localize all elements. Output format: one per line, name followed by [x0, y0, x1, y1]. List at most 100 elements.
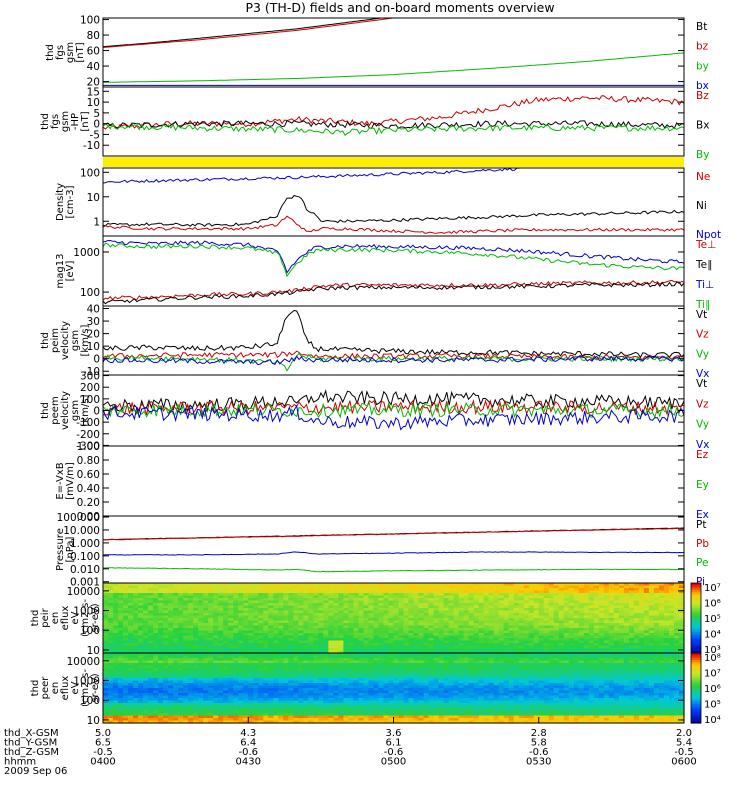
y-tick-label: 5 [93, 108, 100, 120]
ephemeris-value: -0.5 [93, 747, 113, 758]
panel-frame-pressure [102, 515, 685, 584]
y-axis-label: thd [45, 44, 56, 61]
ephemeris-value: 5.8 [531, 738, 547, 749]
series-line-density-2 [102, 215, 685, 234]
colorbar-tick-label: 10⁵ [704, 614, 721, 625]
legend-label: Vz [696, 329, 709, 341]
ephemeris-row-label: hhmm [4, 757, 36, 768]
y-axis-label: en [50, 612, 61, 625]
y-axis-label: peir [40, 607, 51, 627]
y-axis-label: gsm [70, 330, 81, 351]
ephemeris-value: 5.4 [676, 738, 692, 749]
y-axis-label: [nT] [75, 42, 86, 62]
ephemeris-value: 6.4 [240, 738, 256, 749]
legend-label: Ti∥ [695, 299, 710, 311]
y-tick-label: 40 [87, 61, 100, 73]
legend-label: Ti⊥ [695, 279, 714, 291]
y-tick-label: 20 [87, 77, 100, 89]
y-axis-label: sr-eV) [90, 603, 101, 632]
series-line-pressure-3 [102, 567, 685, 573]
ephemeris-value: -0.5 [674, 747, 694, 758]
y-axis-label: velocity [60, 391, 71, 430]
y-axis-label: [nPa] [65, 536, 76, 562]
legend-label: by [696, 60, 709, 72]
y-axis-label: -HP [70, 113, 81, 130]
legend-label: Vy [696, 419, 709, 431]
y-axis-label: [mV/m] [65, 462, 76, 500]
panel-frame-fgs_hp [102, 86, 685, 157]
y-tick-label: 10 [87, 645, 100, 657]
y-tick-label: 40 [87, 304, 100, 316]
colorbar-tick-label: 10⁶ [704, 599, 721, 610]
y-tick-label: 100 [80, 394, 100, 406]
y-axis-label: en [50, 682, 61, 695]
y-tick-label: 10 [87, 715, 100, 727]
ephemeris-value: 0430 [236, 757, 261, 768]
y-tick-label: 20 [87, 329, 100, 341]
ephemeris-value: 0400 [90, 757, 115, 768]
y-axis-label: fgs [55, 45, 66, 60]
y-tick-label: 30 [87, 316, 100, 328]
y-tick-label: 0.40 [77, 483, 100, 495]
series-line-fgs-1 [102, 17, 404, 48]
ephemeris-value: -0.6 [384, 747, 404, 758]
ephemeris-value: 3.6 [386, 728, 402, 739]
colorbar-tick-label: 10⁴ [704, 715, 721, 726]
y-axis-label: gsm [60, 111, 71, 132]
colorbar-tick-label: 10⁴ [704, 630, 721, 641]
series-line-fgs_hp-1 [102, 119, 684, 130]
y-tick-label: 10000 [67, 656, 100, 668]
series-line-velocity_eesa-0 [102, 389, 685, 413]
y-tick-label: 10 [87, 97, 100, 109]
legend-label: Vx [696, 439, 709, 451]
series-line-velocity_perp-3 [102, 355, 685, 366]
y-axis-label: velocity [60, 321, 71, 360]
y-tick-label: -200 [76, 429, 100, 441]
ephemeris-value: 2.8 [531, 728, 547, 739]
y-tick-label: -10 [83, 140, 100, 152]
y-axis-label: fgs [50, 114, 61, 129]
y-axis-label: mag13 [55, 254, 66, 289]
y-axis-label: eflux [60, 606, 71, 631]
panel-flag [103, 157, 684, 167]
y-tick-label: -300 [76, 440, 100, 452]
panel-elec_spec: 10⁴ 10⁵ 10⁶ 10⁷ 10⁸ 10 100 1000 10000 thd peer en ef… [30, 652, 721, 727]
panel-efield: 0.00 0.20 0.40 0.60 0.80 1.00 E=-VxB [mV/m] Ez Ey… [55, 441, 709, 523]
y-axis-label: Pressure [55, 528, 66, 571]
panel-fgs: 20 40 60 80 100 thd fgs gsm [nT] Bt bz by bx [45, 15, 709, 92]
plot-date: 2009 Sep 06 [4, 766, 67, 777]
y-tick-label: 1000 [73, 606, 100, 618]
legend-label: Vz [696, 398, 709, 410]
y-tick-label: 100 [80, 287, 100, 299]
y-tick-label: -10 [83, 366, 100, 378]
y-axis-label: [cm-3] [65, 185, 76, 218]
y-tick-label: 100 [80, 695, 100, 707]
y-tick-label: 10000 [67, 586, 100, 598]
y-tick-label: 1000 [73, 247, 100, 259]
legend-label: Ez [696, 449, 709, 461]
y-tick-label: 0 [93, 406, 100, 418]
ephemeris-value: 4.3 [240, 728, 256, 739]
y-tick-label: 300 [80, 371, 100, 383]
y-tick-label: 100 [80, 625, 100, 637]
legend-label: Pt [696, 519, 706, 531]
y-axis-label: (cm2-s- [80, 669, 91, 707]
ephemeris-value: 0530 [526, 757, 551, 768]
legend-label: Bz [696, 90, 709, 102]
colorbar-tick-label: 10⁸ [704, 653, 721, 664]
ephemeris-value: -0.6 [529, 747, 549, 758]
y-axis-label: thd [30, 610, 41, 627]
y-axis-label: peer [40, 676, 51, 700]
legend-label: Npot [696, 229, 721, 241]
colorbar-frame [690, 652, 702, 724]
y-axis-label: peem [50, 396, 61, 424]
y-tick-label: 1.00 [77, 441, 100, 453]
y-axis-label: peim [50, 328, 61, 353]
colorbar-tick-label: 10⁶ [704, 684, 721, 695]
spectrogram-ion_spec [103, 583, 685, 654]
ephemeris-value: 5.0 [95, 728, 111, 739]
series-line-fgs_hp-2 [102, 122, 685, 136]
legend-label: Vt [696, 378, 707, 390]
y-tick-label: 15 [87, 86, 100, 98]
